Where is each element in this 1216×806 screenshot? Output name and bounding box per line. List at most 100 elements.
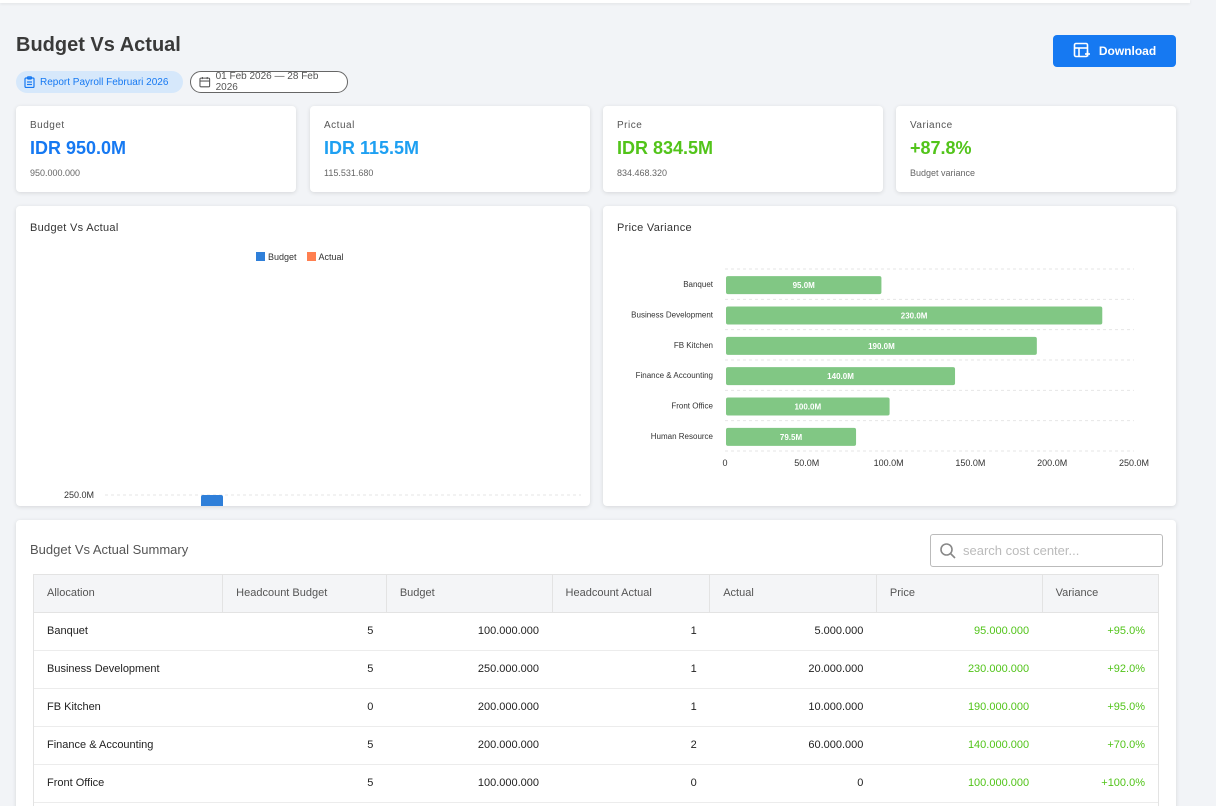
table-header-row: Allocation Headcount Budget Budget Headc…	[34, 575, 1158, 613]
legend-item-actual[interactable]: Actual	[306, 252, 344, 262]
legend-label: Budget	[268, 252, 297, 262]
x-tick-label: 0	[722, 458, 727, 468]
summary-table-wrap: Allocation Headcount Budget Budget Headc…	[33, 574, 1159, 806]
table-row[interactable]: Finance & Accounting 5 200.000.000 2 60.000.…	[34, 726, 1158, 765]
price-variance-chart: 0 50.0M 100.0M 150.0M 200.0M 250.0M 95.0M Banqu…	[631, 268, 1149, 468]
summary-table: Allocation Headcount Budget Budget Headc…	[34, 575, 1158, 806]
cell-price: 100.000.000	[876, 764, 1043, 803]
cell-actual: 60.000.000	[709, 726, 877, 765]
kpi-label: Price	[617, 120, 643, 131]
column-header-headcount-actual[interactable]: Headcount Actual	[552, 575, 711, 613]
budget-vs-actual-chart: 050.0M100.0M150.0M200.0M250.0MBanquetBus…	[64, 490, 581, 506]
chart-title: Budget Vs Actual	[30, 222, 119, 234]
chart-legend: Budget Actual	[256, 252, 344, 262]
bar-value-label: 79.5M	[780, 433, 803, 442]
column-header-budget[interactable]: Budget	[386, 575, 553, 613]
kpi-card-price: Price IDR 834.5M 834.468.320	[603, 106, 883, 192]
table-row[interactable]: Business Development 5 250.000.000 1 20.000.…	[34, 650, 1158, 689]
column-header-variance[interactable]: Variance	[1042, 575, 1158, 613]
y-tick-label: 250.0M	[64, 490, 94, 500]
cell-headcount-budget: 5	[222, 764, 387, 803]
kpi-sub: Budget variance	[910, 168, 976, 178]
price-bar	[726, 306, 1103, 325]
column-header-headcount-budget[interactable]: Headcount Budget	[222, 575, 387, 613]
page-title: Budget Vs Actual	[16, 34, 181, 56]
y-tick-label: Human Resource	[651, 432, 714, 441]
cell-variance: +70.0%	[1042, 726, 1158, 765]
kpi-label: Budget	[30, 120, 65, 131]
cell-budget: 200.000.000	[386, 726, 553, 765]
cell-actual: 0	[709, 764, 877, 803]
table-row[interactable]	[34, 802, 1158, 806]
column-header-allocation[interactable]: Allocation	[34, 575, 224, 613]
cell-price: 140.000.000	[876, 726, 1043, 765]
column-header-price[interactable]: Price	[876, 575, 1043, 613]
cell-price: 95.000.000	[876, 612, 1043, 651]
cell-budget: 250.000.000	[386, 650, 553, 689]
table-row[interactable]: Banquet 5 100.000.000 1 5.000.000 95.000.000 +…	[34, 612, 1158, 651]
top-bar	[0, 0, 1190, 3]
bar-budget	[201, 495, 223, 506]
kpi-value: +87.8%	[910, 138, 972, 158]
legend-label: Actual	[318, 252, 344, 262]
report-chip[interactable]: Report Payroll Februari 2026	[16, 71, 183, 93]
summary-title: Budget Vs Actual Summary	[30, 542, 189, 557]
price-bar	[726, 276, 882, 295]
cell-actual	[709, 802, 877, 806]
cell-allocation: Finance & Accounting	[34, 726, 223, 765]
date-range-label: 01 Feb 2026 — 28 Feb 2026	[215, 71, 319, 93]
x-tick-label: 250.0M	[1119, 458, 1149, 468]
cell-variance: +95.0%	[1042, 612, 1158, 651]
bar-value-label: 140.0M	[827, 372, 854, 381]
date-range-chip[interactable]: 01 Feb 2026 — 28 Feb 2026	[190, 71, 348, 93]
cell-headcount-budget: 5	[222, 726, 387, 765]
cell-price: 190.000.000	[876, 688, 1043, 727]
budget-vs-actual-chart-card: Budget Vs Actual Budget Actual 050.0M100…	[16, 206, 590, 506]
cell-actual: 5.000.000	[709, 612, 877, 651]
cell-budget	[386, 802, 553, 806]
kpi-label: Variance	[910, 120, 953, 131]
table-row[interactable]: FB Kitchen 0 200.000.000 1 10.000.000 190.000…	[34, 688, 1158, 727]
column-header-actual[interactable]: Actual	[709, 575, 877, 613]
cell-allocation: Front Office	[34, 764, 223, 803]
cell-headcount-actual: 0	[552, 764, 710, 803]
download-label: Download	[1098, 44, 1157, 58]
x-tick-label: 200.0M	[1037, 458, 1067, 468]
cell-allocation: Business Development	[34, 650, 223, 689]
cell-variance	[1042, 802, 1158, 806]
clipboard-icon	[24, 76, 35, 88]
report-chip-label: Report Payroll Februari 2026	[40, 76, 169, 88]
summary-card: Budget Vs Actual Summary Allocation Head…	[16, 520, 1176, 806]
search-icon	[940, 542, 956, 559]
search-input[interactable]	[963, 543, 1153, 558]
x-tick-label: 100.0M	[874, 458, 904, 468]
cell-price: 230.000.000	[876, 650, 1043, 689]
cell-variance: +100.0%	[1042, 764, 1158, 803]
price-bar	[726, 397, 890, 416]
bar-value-label: 95.0M	[793, 281, 816, 290]
legend-item-budget[interactable]: Budget	[256, 252, 297, 262]
bar-value-label: 100.0M	[794, 403, 821, 412]
y-tick-label: Banquet	[683, 280, 714, 289]
kpi-sub: 950.000.000	[30, 168, 81, 178]
cell-headcount-budget: 5	[222, 650, 387, 689]
cell-actual: 20.000.000	[709, 650, 877, 689]
kpi-sub: 834.468.320	[617, 168, 668, 178]
cell-headcount-actual: 1	[552, 688, 710, 727]
kpi-value: IDR 115.5M	[324, 138, 420, 158]
x-tick-label: 150.0M	[955, 458, 985, 468]
y-tick-label: FB Kitchen	[674, 341, 713, 350]
price-bar	[726, 336, 1037, 355]
table-row[interactable]: Front Office 5 100.000.000 0 0 100.000.000 +10…	[34, 764, 1158, 803]
bar-value-label: 230.0M	[901, 312, 928, 321]
cell-budget: 100.000.000	[386, 612, 553, 651]
kpi-label: Actual	[324, 120, 355, 131]
cell-allocation	[34, 802, 223, 806]
calendar-icon	[199, 76, 211, 88]
kpi-value: IDR 834.5M	[617, 138, 714, 158]
kpi-card-variance: Variance +87.8% Budget variance	[896, 106, 1176, 192]
cell-headcount-budget	[222, 802, 387, 806]
cell-headcount-budget: 0	[222, 688, 387, 727]
download-button[interactable]: Download	[1053, 35, 1176, 67]
kpi-sub: 115.531.680	[324, 168, 374, 178]
